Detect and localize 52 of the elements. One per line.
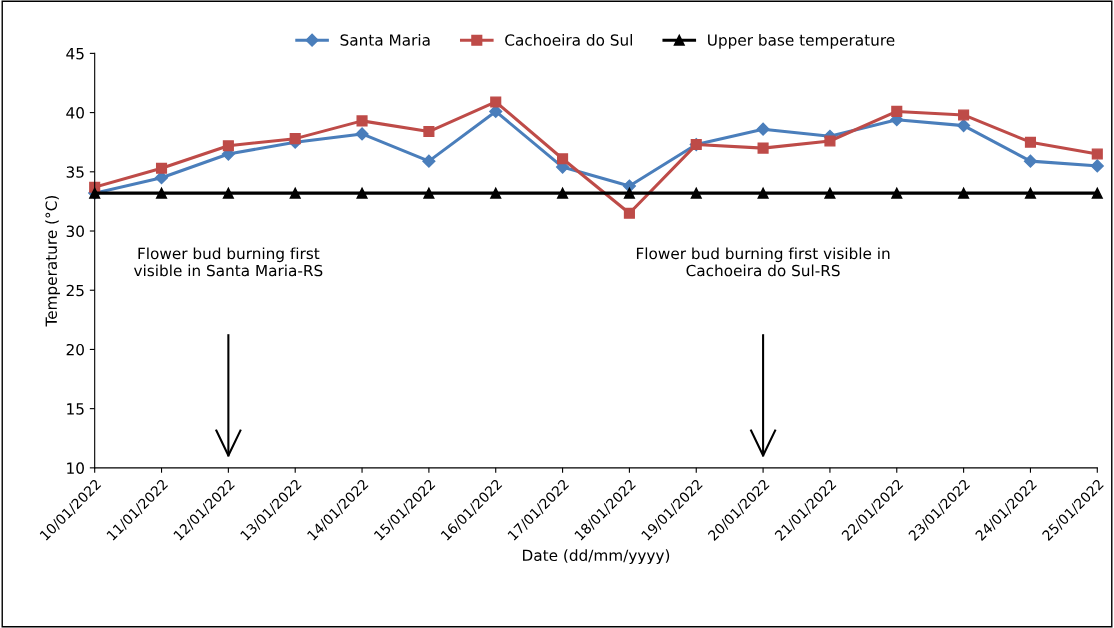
y-tick-label: 20 bbox=[66, 343, 84, 356]
point bbox=[289, 187, 301, 199]
y-tick-label: 15 bbox=[67, 403, 84, 415]
y-tick-label: 10 bbox=[67, 462, 84, 474]
y-tick-label: 35 bbox=[66, 166, 84, 178]
point bbox=[355, 127, 369, 141]
point bbox=[222, 140, 234, 152]
point bbox=[490, 96, 502, 108]
point bbox=[1023, 154, 1038, 168]
point bbox=[423, 187, 435, 199]
point bbox=[690, 187, 702, 199]
point bbox=[557, 187, 569, 199]
point bbox=[422, 154, 436, 168]
x-axis-title: Date (dd/mm/yyyy) bbox=[523, 549, 670, 565]
point bbox=[623, 207, 635, 219]
y-axis-title: Temperature (°C) bbox=[45, 196, 60, 327]
point bbox=[356, 187, 368, 199]
point bbox=[957, 119, 971, 133]
point bbox=[958, 187, 970, 199]
point bbox=[622, 179, 636, 193]
point bbox=[155, 187, 168, 199]
y-tick-label: 40 bbox=[66, 107, 84, 119]
y-tick-label: 45 bbox=[66, 48, 84, 60]
point bbox=[958, 109, 970, 121]
y-tick-label: 30 bbox=[66, 225, 84, 238]
point bbox=[356, 115, 368, 127]
point bbox=[289, 133, 301, 145]
point bbox=[891, 187, 903, 199]
point bbox=[1091, 148, 1103, 160]
point bbox=[824, 187, 836, 199]
point bbox=[623, 187, 635, 199]
point bbox=[423, 125, 435, 138]
annotation: Flower bud burning first visible in Santa Maria-RS bbox=[133, 247, 323, 277]
point bbox=[824, 135, 836, 147]
point bbox=[222, 187, 234, 199]
point bbox=[155, 162, 168, 174]
point bbox=[891, 105, 903, 117]
point bbox=[557, 153, 569, 165]
legend-label: Upper base temperature bbox=[708, 33, 895, 49]
legend-label: Cachoeira do Sul bbox=[505, 33, 632, 46]
point bbox=[1091, 187, 1103, 199]
point bbox=[757, 142, 769, 154]
point bbox=[1024, 136, 1037, 148]
y-tick-label: 25 bbox=[66, 284, 84, 297]
point bbox=[490, 187, 502, 199]
point bbox=[756, 122, 770, 136]
point bbox=[154, 171, 169, 185]
legend-label: Santa Maria bbox=[340, 33, 430, 46]
point bbox=[757, 187, 769, 199]
point bbox=[1090, 159, 1104, 173]
annotation: Flower bud burning first visible in Cachoeira do Sul-RS bbox=[636, 247, 890, 277]
point bbox=[1024, 187, 1037, 199]
